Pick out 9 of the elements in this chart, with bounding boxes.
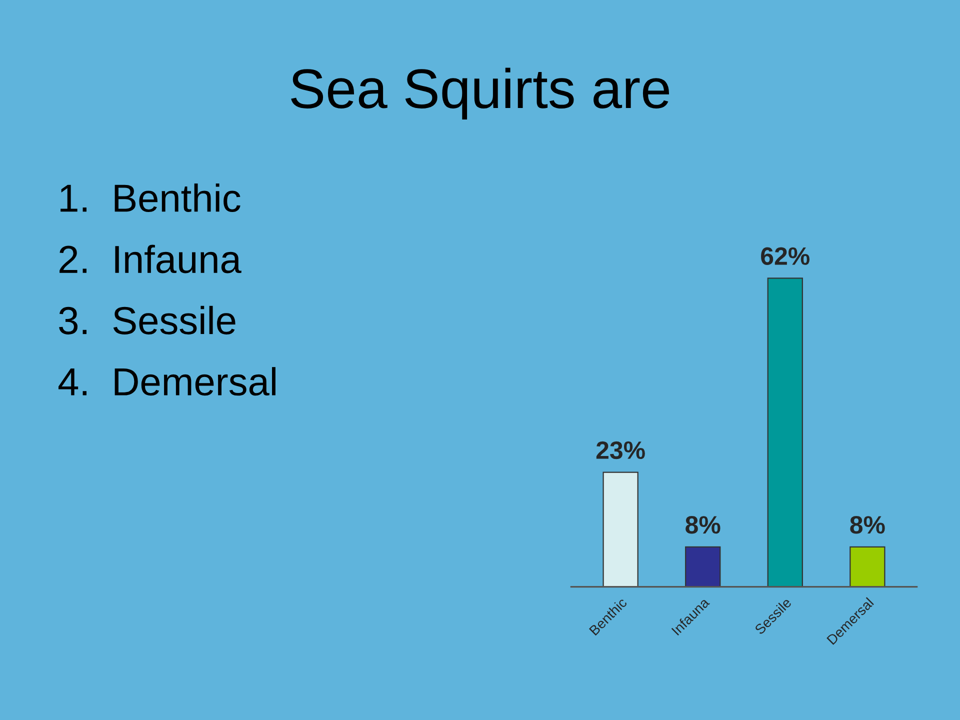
text: 4. Demersal xyxy=(58,367,276,396)
text: 3. Sessile xyxy=(59,306,236,334)
data-label: 23% xyxy=(596,441,645,460)
data-label: 62% xyxy=(761,247,810,265)
chart-title: Sea Squirts are xyxy=(291,68,670,120)
text: 1. Benthic xyxy=(60,183,240,212)
data-label: 8% xyxy=(850,516,885,534)
data-label: 8% xyxy=(686,516,720,534)
text: 2. Infauna xyxy=(60,244,242,274)
